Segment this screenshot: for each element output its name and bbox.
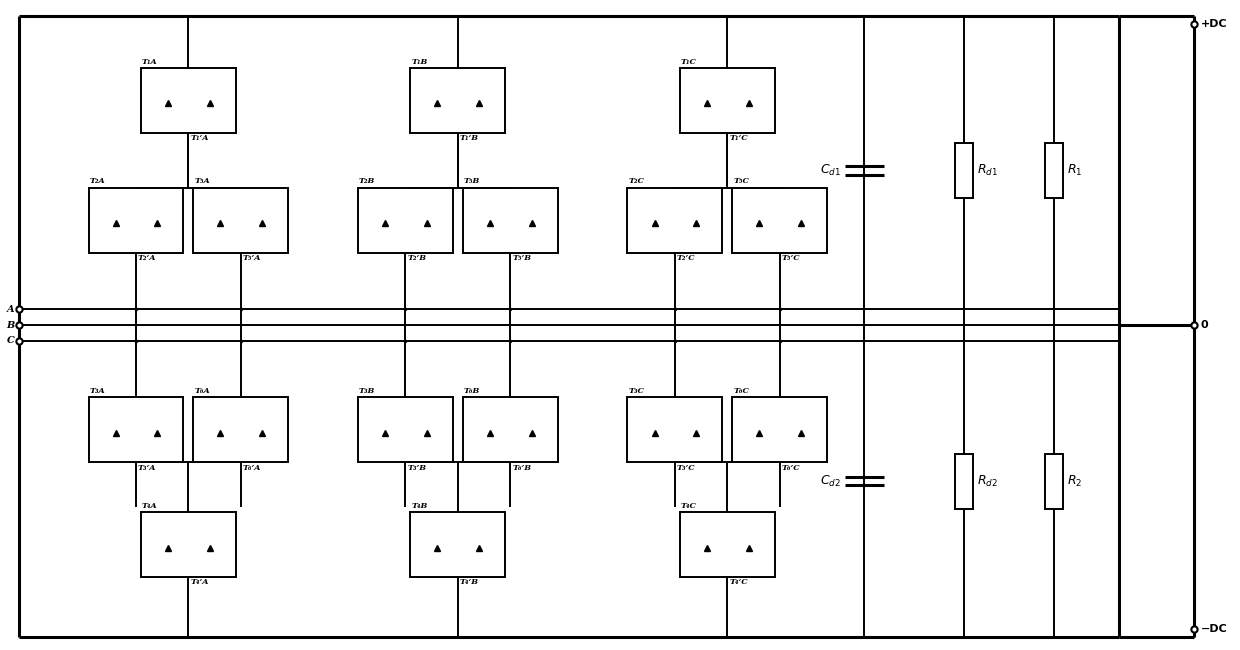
Bar [463, 188, 558, 253]
Text: T₃’C: T₃’C [677, 463, 696, 472]
Bar [955, 143, 973, 198]
Bar [88, 188, 184, 253]
Bar [680, 512, 775, 577]
Bar [1045, 143, 1063, 198]
Text: T₅C: T₅C [733, 177, 749, 185]
Text: T₅B: T₅B [464, 177, 480, 185]
Text: T₆’B: T₆’B [512, 463, 531, 472]
Bar [141, 512, 236, 577]
Text: B: B [6, 320, 15, 330]
Text: T₂C: T₂C [629, 177, 645, 185]
Text: T₃’A: T₃’A [138, 463, 156, 472]
Text: T₅A: T₅A [195, 177, 210, 185]
Text: T₁C: T₁C [681, 58, 697, 66]
Text: T₁’B: T₁’B [460, 135, 479, 142]
Text: T₆’C: T₆’C [781, 463, 800, 472]
Text: T₁A: T₁A [143, 58, 157, 66]
Text: 0: 0 [1200, 320, 1209, 330]
Text: T₂’B: T₂’B [408, 254, 427, 262]
Text: −DC: −DC [1200, 625, 1228, 634]
Bar [410, 68, 505, 133]
Text: $C_{d2}$: $C_{d2}$ [820, 474, 841, 489]
Text: $R_2$: $R_2$ [1068, 474, 1083, 489]
Text: T₄’C: T₄’C [729, 578, 748, 586]
Text: $C_{d1}$: $C_{d1}$ [820, 162, 841, 178]
Text: $R_1$: $R_1$ [1068, 162, 1083, 178]
Text: T₅’A: T₅’A [243, 254, 262, 262]
Text: T₄’A: T₄’A [191, 578, 208, 586]
Bar [680, 68, 775, 133]
Text: T₁’C: T₁’C [729, 135, 748, 142]
Text: T₃B: T₃B [360, 387, 376, 395]
Text: T₁’A: T₁’A [191, 135, 208, 142]
Text: T₆A: T₆A [195, 387, 210, 395]
Text: T₃A: T₃A [89, 387, 105, 395]
Text: T₆B: T₆B [464, 387, 480, 395]
Bar [627, 188, 722, 253]
Bar [627, 397, 722, 462]
Text: C: C [6, 337, 15, 345]
Bar [410, 512, 505, 577]
Text: A: A [6, 305, 15, 313]
Bar [193, 188, 288, 253]
Text: T₄A: T₄A [143, 502, 157, 510]
Bar [955, 454, 973, 508]
Bar [733, 188, 827, 253]
Text: $R_{d2}$: $R_{d2}$ [977, 474, 998, 489]
Text: T₂A: T₂A [89, 177, 105, 185]
Text: T₅’B: T₅’B [512, 254, 531, 262]
Bar [463, 397, 558, 462]
Bar [1045, 454, 1063, 508]
Text: T₁B: T₁B [412, 58, 428, 66]
Text: T₂B: T₂B [360, 177, 376, 185]
Text: T₄C: T₄C [681, 502, 697, 510]
Bar [733, 397, 827, 462]
Text: T₅’C: T₅’C [781, 254, 800, 262]
Bar [88, 397, 184, 462]
Text: T₃’B: T₃’B [408, 463, 427, 472]
Bar [193, 397, 288, 462]
Bar [358, 188, 453, 253]
Text: T₄B: T₄B [412, 502, 428, 510]
Text: T₆’A: T₆’A [243, 463, 262, 472]
Text: +DC: +DC [1200, 19, 1228, 29]
Bar [141, 68, 236, 133]
Text: T₆C: T₆C [733, 387, 749, 395]
Text: T₂’C: T₂’C [677, 254, 696, 262]
Text: $R_{d1}$: $R_{d1}$ [977, 162, 998, 178]
Text: T₂’A: T₂’A [138, 254, 156, 262]
Bar [358, 397, 453, 462]
Text: T₄’B: T₄’B [460, 578, 479, 586]
Text: T₃C: T₃C [629, 387, 645, 395]
